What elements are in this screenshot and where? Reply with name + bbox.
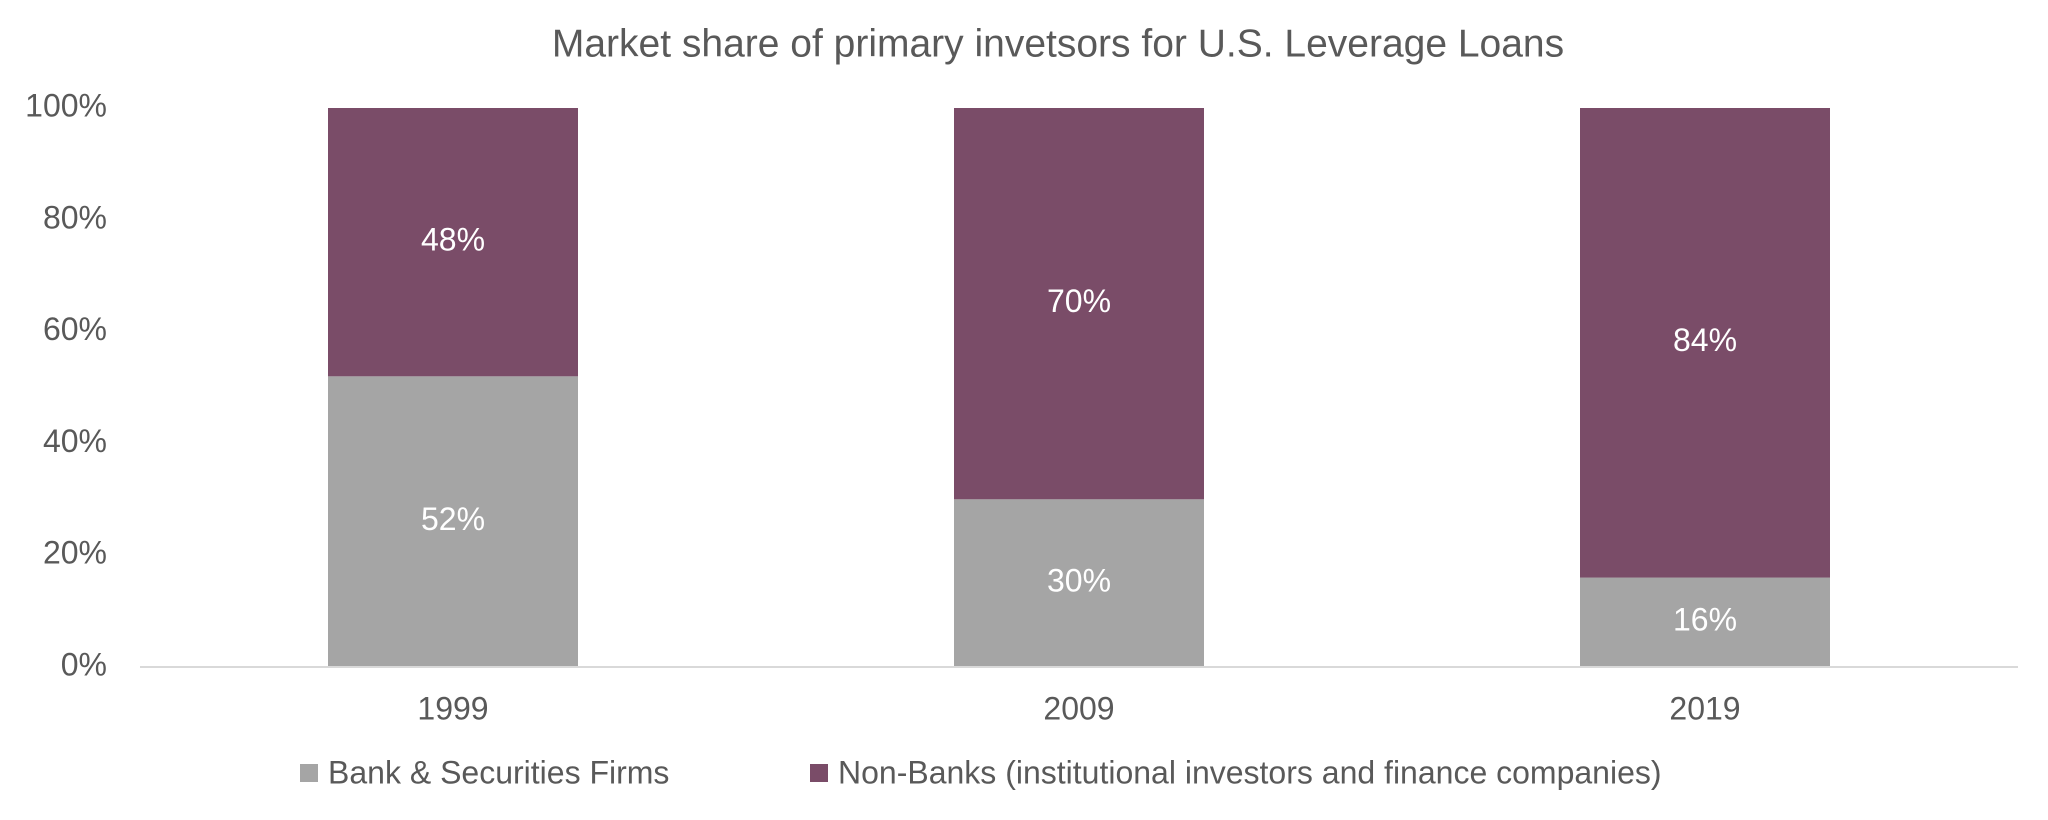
bar-segment	[328, 108, 578, 377]
data-label: 16%	[1673, 602, 1737, 638]
bar-segment	[328, 376, 578, 667]
legend-marker	[300, 764, 318, 782]
data-label: 48%	[421, 222, 485, 258]
legend-marker	[810, 764, 828, 782]
data-label: 70%	[1047, 283, 1111, 319]
data-label: 52%	[421, 501, 485, 537]
x-tick-label: 2019	[1669, 690, 1740, 726]
bar-segment	[1580, 577, 1830, 667]
x-tick-label: 1999	[417, 690, 488, 726]
bar-segment	[954, 499, 1204, 667]
data-label: 30%	[1047, 563, 1111, 599]
y-tick-label: 80%	[43, 199, 107, 235]
y-tick-label: 100%	[25, 87, 107, 123]
legend-label: Non-Banks (institutional investors and f…	[838, 754, 1662, 790]
legend-label: Bank & Securities Firms	[328, 754, 669, 790]
bar-segment	[1580, 108, 1830, 578]
data-label: 84%	[1673, 322, 1737, 358]
y-tick-label: 40%	[43, 423, 107, 459]
y-tick-label: 0%	[61, 646, 107, 682]
chart-title: Market share of primary invetsors for U.…	[552, 22, 1564, 65]
x-tick-label: 2009	[1043, 690, 1114, 726]
y-tick-label: 20%	[43, 535, 107, 571]
y-tick-label: 60%	[43, 311, 107, 347]
bar-segment	[954, 108, 1204, 500]
